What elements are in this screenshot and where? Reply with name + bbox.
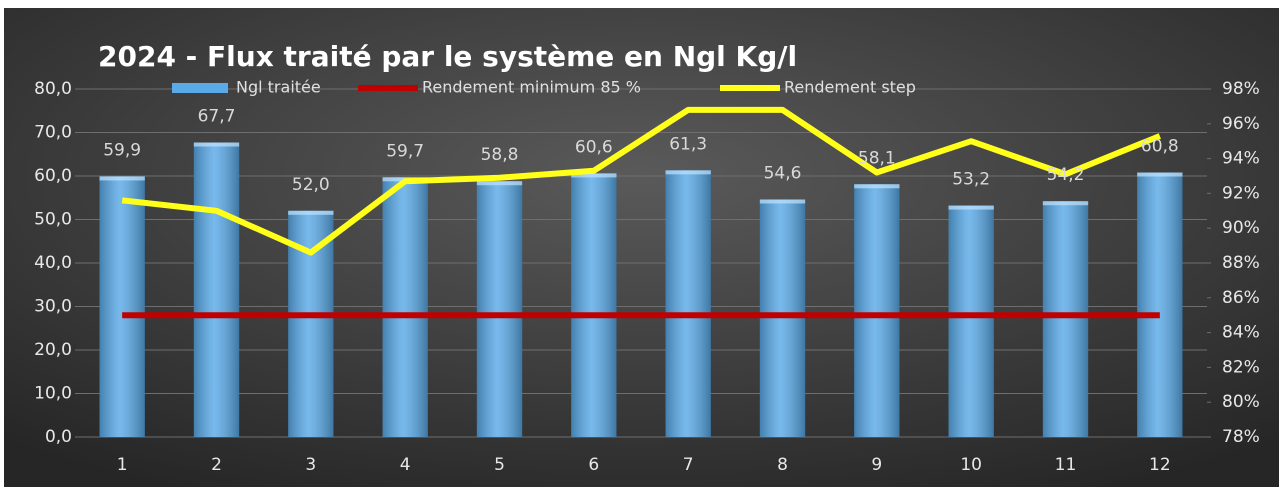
bar-cap [1042, 201, 1089, 206]
x-tick-label: 11 [1055, 455, 1077, 475]
y2-tick-label: 90% [1222, 218, 1260, 238]
data-label: 60,8 [1141, 137, 1179, 157]
x-tick-label: 9 [871, 455, 882, 475]
y2-tick-label: 96% [1222, 114, 1260, 134]
y-tick-label: 60,0 [34, 166, 72, 186]
x-tick-label: 6 [588, 455, 599, 475]
bar-cap [571, 173, 617, 178]
y-tick-label: 0,0 [45, 427, 72, 447]
data-label: 52,0 [292, 175, 330, 195]
bar-cap [193, 142, 240, 147]
bar-cap [948, 205, 994, 210]
data-label: 59,9 [103, 140, 141, 160]
y2-tick-label: 84% [1222, 323, 1260, 343]
y-tick-label: 50,0 [34, 210, 72, 230]
bar-cap [854, 184, 900, 189]
bar-cap [759, 199, 806, 204]
y-tick-label: 20,0 [34, 340, 72, 360]
data-label: 54,6 [764, 163, 802, 183]
x-tick-label: 8 [777, 455, 788, 475]
data-label: 53,2 [952, 170, 990, 190]
y2-tick-label: 98% [1222, 79, 1260, 99]
line [121, 106, 1161, 256]
data-label: 60,6 [575, 137, 613, 157]
x-tick-label: 3 [305, 455, 316, 475]
bar-shine [476, 181, 523, 437]
bar-cap [1137, 172, 1183, 177]
x-tick-label: 12 [1149, 455, 1171, 475]
x-tick-label: 5 [494, 455, 505, 475]
data-label: 59,7 [386, 141, 424, 161]
legend-label: Rendement step [784, 78, 916, 97]
bar-shine [948, 205, 994, 437]
bar-shine [665, 170, 711, 437]
bar-cap [288, 210, 334, 215]
legend-label: Ngl traitée [236, 78, 321, 97]
y-tick-label: 40,0 [34, 253, 72, 273]
x-tick-label: 2 [211, 455, 222, 475]
y-tick-label: 70,0 [34, 123, 72, 143]
y-tick-label: 80,0 [34, 79, 72, 99]
x-tick-label: 7 [683, 455, 694, 475]
bar-shine [1042, 201, 1089, 437]
y2-tick-label: 80% [1222, 392, 1260, 412]
y2-tick-label: 94% [1222, 149, 1260, 169]
y2-tick-label: 82% [1222, 357, 1260, 377]
x-tick-label: 4 [400, 455, 411, 475]
y2-tick-label: 86% [1222, 288, 1260, 308]
y2-tick-label: 92% [1222, 183, 1260, 203]
data-label: 58,1 [858, 148, 896, 168]
bar-shine [1137, 172, 1183, 437]
legend-label: Rendement minimum 85 % [422, 78, 641, 97]
x-tick-label: 1 [117, 455, 128, 475]
y2-tick-label: 88% [1222, 253, 1260, 273]
data-label: 54,2 [1047, 165, 1085, 185]
bar-cap [99, 176, 145, 181]
data-label: 61,3 [669, 134, 707, 154]
x-tick-label: 10 [960, 455, 982, 475]
chart-title: 2024 - Flux traité par le système en Ngl… [98, 40, 797, 73]
legend-swatch [172, 83, 228, 93]
bar-shine [571, 173, 617, 437]
bar-shine [854, 184, 900, 437]
bar-shine [759, 199, 806, 437]
bar-shine [99, 176, 145, 437]
bar-cap [665, 170, 711, 175]
data-label: 67,7 [198, 107, 236, 127]
bar-cap [476, 181, 523, 186]
y-tick-label: 10,0 [34, 384, 72, 404]
bar-shine [382, 177, 428, 437]
bar-shine [193, 142, 240, 437]
y-tick-label: 30,0 [34, 297, 72, 317]
data-label: 58,8 [481, 145, 519, 165]
y2-tick-label: 78% [1222, 427, 1260, 447]
